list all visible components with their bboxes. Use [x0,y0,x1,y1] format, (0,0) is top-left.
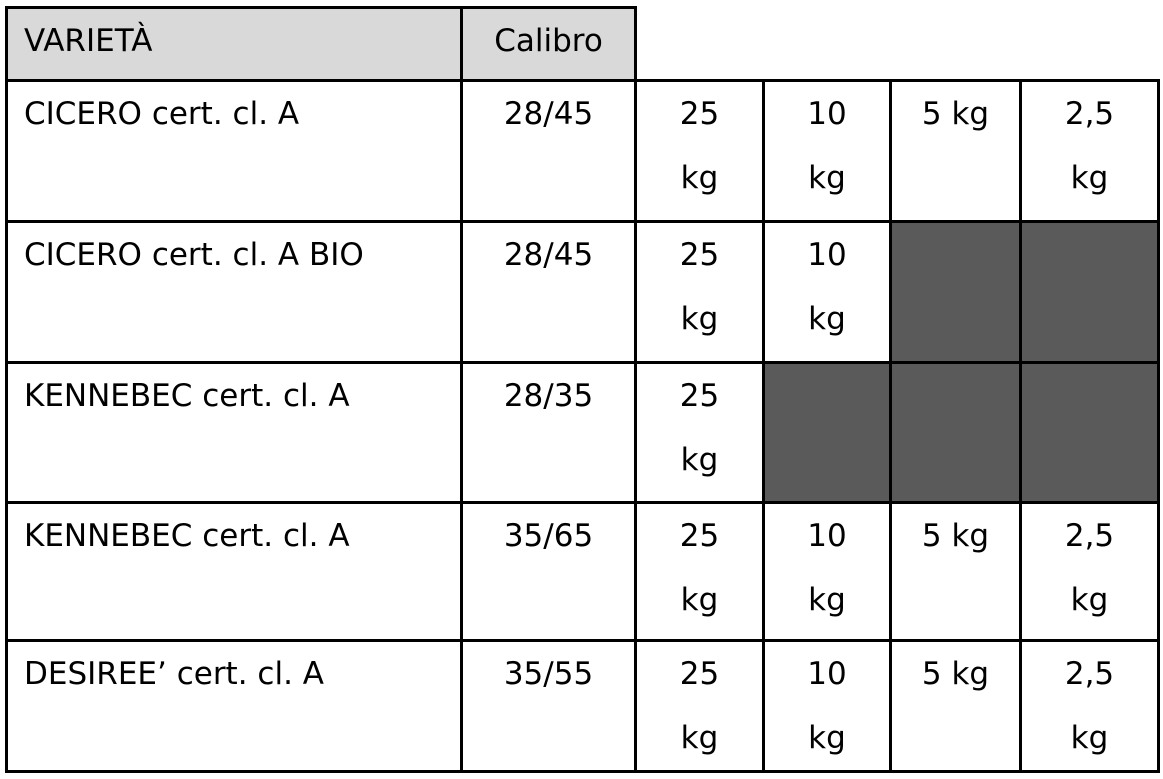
variety-cell: KENNEBEC cert. cl. A [5,361,463,504]
pack-cell: 10 kg [762,501,892,642]
calibre-cell: 28/45 [460,79,637,223]
variety-cell: CICERO cert. cl. A [5,79,463,223]
pack-cell: 10 kg [762,79,892,223]
variety-cell: CICERO cert. cl. A BIO [5,220,463,364]
unavailable-cell [1019,361,1160,504]
pack-cell: 25 kg [634,501,765,642]
pack-label: 2,5 kg [1064,518,1115,618]
pack-cell: 25 kg [634,361,765,504]
pack-cell: 5 kg [889,639,1022,773]
unavailable-cell [1019,220,1160,364]
pack-label: 5 kg [921,518,990,554]
header-cell: VARIETÀ [5,6,463,82]
pack-label: 25 kg [679,656,720,756]
pack-cell: 5 kg [889,501,1022,642]
pack-cell: 25 kg [634,639,765,773]
pack-cell: 25 kg [634,220,765,364]
pack-cell: 2,5 kg [1019,501,1160,642]
pack-label: 2,5 kg [1064,96,1115,196]
pack-label: 10 kg [807,518,847,618]
pack-cell: 10 kg [762,639,892,773]
pack-label: 10 kg [807,656,847,756]
pack-label: 10 kg [807,237,847,337]
header-cell: Calibro [460,6,637,82]
calibre-cell: 28/45 [460,220,637,364]
calibre-cell: 35/55 [460,639,637,773]
unavailable-cell [889,361,1022,504]
pack-cell: 10 kg [762,220,892,364]
pack-label: 25 kg [679,96,720,196]
calibre-cell: 35/65 [460,501,637,642]
pack-label: 2,5 kg [1064,656,1115,756]
pack-label: 25 kg [679,237,720,337]
pack-label: 5 kg [921,96,990,132]
unavailable-cell [762,361,892,504]
pack-cell: 5 kg [889,79,1022,223]
pack-label: 5 kg [921,656,990,692]
pack-cell: 25 kg [634,79,765,223]
pack-label: 25 kg [679,378,720,478]
variety-cell: KENNEBEC cert. cl. A [5,501,463,642]
unavailable-cell [889,220,1022,364]
calibre-cell: 28/35 [460,361,637,504]
pack-label: 10 kg [807,96,847,196]
variety-cell: DESIREE’ cert. cl. A [5,639,463,773]
pack-cell: 2,5 kg [1019,639,1160,773]
pack-label: 25 kg [679,518,720,618]
pack-cell: 2,5 kg [1019,79,1160,223]
